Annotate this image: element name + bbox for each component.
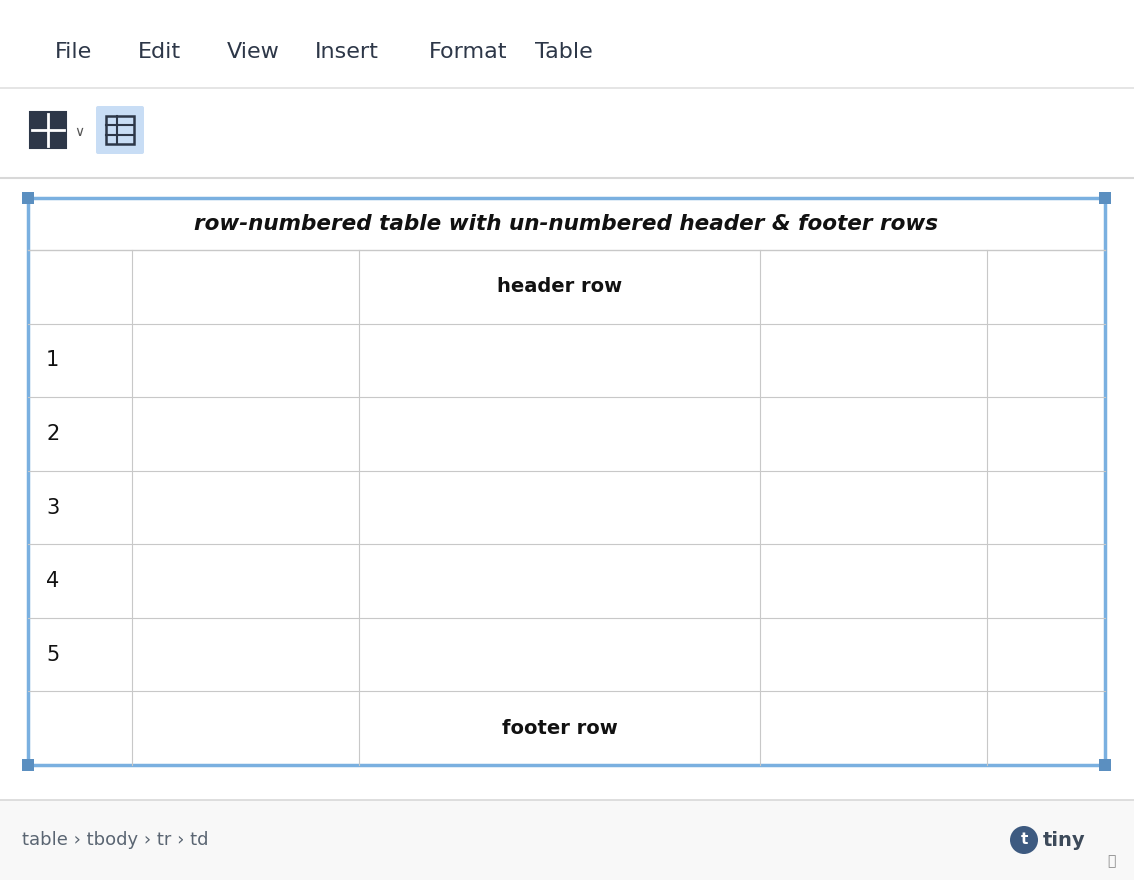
Bar bbox=[22, 759, 34, 771]
Text: Table: Table bbox=[535, 42, 593, 62]
Text: tiny: tiny bbox=[1043, 831, 1085, 849]
Text: row-numbered table with un-numbered header & footer rows: row-numbered table with un-numbered head… bbox=[195, 214, 939, 234]
Text: Format: Format bbox=[429, 42, 507, 62]
Bar bbox=[1099, 759, 1111, 771]
Text: View: View bbox=[227, 42, 280, 62]
Text: 4: 4 bbox=[46, 571, 59, 591]
Bar bbox=[1099, 192, 1111, 204]
Bar bbox=[105, 116, 134, 144]
Text: 5: 5 bbox=[46, 645, 59, 664]
Text: ∨: ∨ bbox=[74, 125, 84, 139]
Text: ⟋: ⟋ bbox=[1108, 854, 1116, 868]
Text: footer row: footer row bbox=[501, 719, 617, 737]
Text: Insert: Insert bbox=[315, 42, 379, 62]
Text: Edit: Edit bbox=[138, 42, 181, 62]
Text: header row: header row bbox=[497, 277, 623, 297]
Text: 2: 2 bbox=[46, 424, 59, 444]
Bar bbox=[22, 192, 34, 204]
Bar bbox=[28, 198, 1105, 765]
Circle shape bbox=[1010, 826, 1038, 854]
FancyBboxPatch shape bbox=[96, 106, 144, 154]
Text: 3: 3 bbox=[46, 497, 59, 517]
Text: 1: 1 bbox=[46, 350, 59, 370]
Text: File: File bbox=[54, 42, 92, 62]
Text: t: t bbox=[1021, 832, 1027, 847]
Bar bbox=[0, 800, 1134, 880]
Text: table › tbody › tr › td: table › tbody › tr › td bbox=[22, 831, 209, 849]
Bar bbox=[29, 112, 66, 148]
